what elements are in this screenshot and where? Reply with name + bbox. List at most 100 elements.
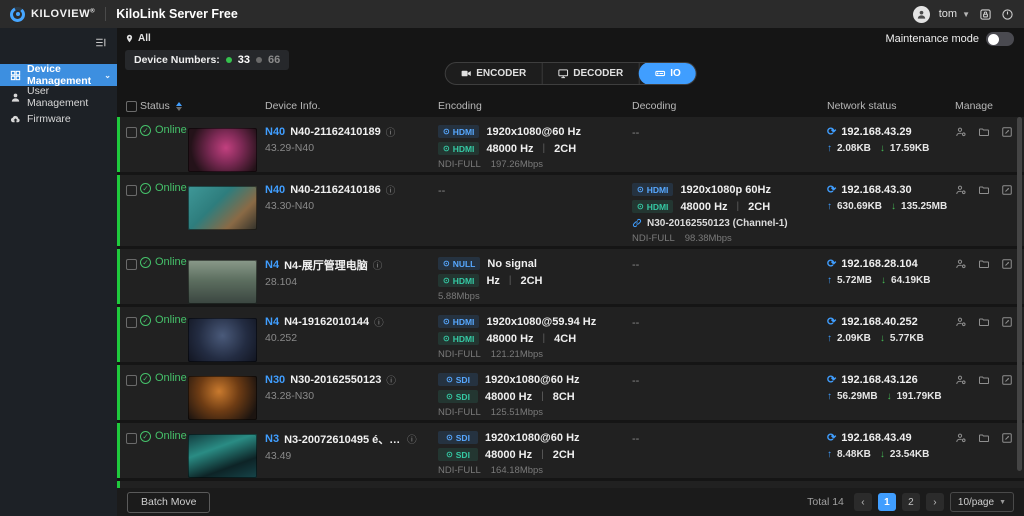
info-icon[interactable]: ⓘ: [385, 186, 396, 197]
row-checkbox[interactable]: [126, 375, 137, 386]
tab-label: IO: [670, 68, 681, 79]
io-value: 48000 Hz: [485, 448, 533, 461]
table-row[interactable]: ✓ Online N40 N40-21162410186 ⓘ 43.30-N40…: [117, 175, 1024, 246]
move-group-folder-icon[interactable]: [978, 258, 990, 270]
online-check-icon: ✓: [140, 314, 151, 326]
user-permission-icon[interactable]: [955, 258, 967, 270]
divider: |: [542, 333, 546, 344]
vertical-scrollbar[interactable]: [1017, 117, 1022, 486]
device-thumbnail[interactable]: [188, 318, 257, 362]
kiloview-logo-icon: [10, 6, 25, 22]
location-filter[interactable]: All: [125, 33, 151, 44]
device-model: N4: [265, 259, 280, 271]
hdmi-video-badge: ⊙ HDMI: [632, 183, 674, 196]
upload-arrow-icon: ↑: [827, 449, 832, 460]
move-group-folder-icon[interactable]: [978, 316, 990, 328]
row-checkbox[interactable]: [126, 433, 137, 444]
power-icon[interactable]: [1001, 8, 1014, 21]
signal-dot-icon: ⊙: [446, 432, 453, 442]
sync-icon: ⟳: [827, 374, 837, 386]
username-label[interactable]: tom: [938, 8, 958, 20]
device-ip: 192.168.28.104: [841, 257, 918, 270]
info-icon[interactable]: ⓘ: [372, 261, 383, 272]
device-thumbnail[interactable]: [188, 260, 257, 304]
io-value: 1920x1080@60 Hz: [485, 431, 580, 444]
info-icon[interactable]: ⓘ: [385, 128, 396, 139]
prev-page-button[interactable]: ‹: [853, 493, 872, 511]
page-button-1[interactable]: 1: [877, 493, 896, 511]
edit-log-icon[interactable]: [1001, 126, 1013, 138]
device-thumbnail[interactable]: [188, 128, 257, 172]
table-row[interactable]: ✓ Online N30 N30-20162550123 ⓘ 43.28-N30…: [117, 365, 1024, 420]
row-checkbox[interactable]: [126, 259, 137, 270]
device-name: N40-21162410186: [290, 184, 381, 196]
monitor-icon: [557, 69, 568, 79]
signal-dot-icon: ⊙: [446, 391, 453, 401]
select-all-checkbox[interactable]: [126, 100, 137, 112]
edit-log-icon[interactable]: [1001, 184, 1013, 196]
move-group-folder-icon[interactable]: [978, 374, 990, 386]
user-avatar[interactable]: [912, 5, 930, 23]
decoding-cell: --: [632, 117, 827, 141]
tab-decoder[interactable]: DECODER: [542, 63, 640, 84]
io-value: 2CH: [748, 200, 771, 213]
sync-icon: ⟳: [827, 316, 837, 328]
edit-log-icon[interactable]: [1001, 316, 1013, 328]
move-group-folder-icon[interactable]: [978, 126, 990, 138]
user-permission-icon[interactable]: [955, 432, 967, 444]
null-video-badge: ⊙ NULL: [438, 257, 481, 270]
table-row[interactable]: ✓ Online N4 N4-展厅管理电脑 ⓘ 28.104 ⊙ NULL No s…: [117, 249, 1024, 304]
maintenance-mode-toggle[interactable]: [986, 32, 1014, 46]
sidebar-item-label: User Management: [27, 85, 89, 109]
io-mode-tabs: ENCODER DECODER IO: [444, 62, 697, 85]
device-thumbnail[interactable]: [188, 376, 257, 420]
online-check-icon: ✓: [140, 182, 151, 194]
edit-log-icon[interactable]: [1001, 258, 1013, 270]
user-permission-icon[interactable]: [955, 184, 967, 196]
info-icon[interactable]: ⓘ: [386, 376, 396, 387]
online-dot-icon: [225, 57, 232, 63]
upload-value: 630.69KB: [837, 201, 883, 212]
table-row[interactable]: ✓ Online N40 N40-21162410189 ⓘ 43.29-N40…: [117, 117, 1024, 172]
move-group-folder-icon[interactable]: [978, 432, 990, 444]
device-address-label: 43.28-N30: [265, 390, 315, 402]
collapse-sidebar-icon[interactable]: [94, 36, 107, 54]
linked-channel[interactable]: N30-20162550123 (Channel-1): [632, 215, 827, 231]
batch-move-button[interactable]: Batch Move: [127, 491, 211, 513]
decoding-cell: --: [632, 307, 827, 331]
divider: [105, 7, 107, 21]
io-value: 4CH: [554, 332, 577, 345]
upload-value: 56.29MB: [837, 391, 878, 402]
encoding-cell: ⊙ HDMI 1920x1080@60 Hz ⊙ HDMI 48000 Hz | 2CH NDI…: [438, 117, 632, 172]
user-permission-icon[interactable]: [955, 316, 967, 328]
next-page-button[interactable]: ›: [925, 493, 944, 511]
table-row[interactable]: ✓ Online N4 N4-19162010144 ⓘ 40.252 ⊙ HDM…: [117, 307, 1024, 362]
scrollbar-thumb[interactable]: [1017, 117, 1022, 472]
info-icon[interactable]: ⓘ: [407, 435, 417, 446]
row-checkbox[interactable]: [126, 185, 137, 196]
user-menu-caret-icon[interactable]: ▼: [962, 9, 970, 19]
sidebar-item-user-management[interactable]: User Management: [0, 85, 117, 109]
table-row[interactable]: ✓ Online N3 N3-20072610495 é、à、è、ç ⓘ 43.…: [117, 423, 1024, 478]
sort-icon[interactable]: [175, 101, 182, 111]
user-permission-icon[interactable]: [955, 374, 967, 386]
info-icon[interactable]: ⓘ: [374, 318, 384, 329]
tab-encoder[interactable]: ENCODER: [445, 63, 543, 84]
edit-log-icon[interactable]: [1001, 432, 1013, 444]
page-size-select[interactable]: 10/page ▼: [949, 492, 1014, 512]
online-check-icon: ✓: [140, 124, 151, 136]
user-permission-icon[interactable]: [955, 126, 967, 138]
move-group-folder-icon[interactable]: [978, 184, 990, 196]
page-button-2[interactable]: 2: [901, 493, 920, 511]
device-ip: 192.168.43.49: [841, 431, 912, 444]
tab-io[interactable]: IO: [638, 63, 696, 84]
upload-arrow-icon: ↑: [827, 201, 832, 212]
device-thumbnail[interactable]: [188, 434, 257, 478]
edit-log-icon[interactable]: [1001, 374, 1013, 386]
sidebar-item-firmware[interactable]: Firmware: [0, 108, 117, 130]
row-checkbox[interactable]: [126, 127, 137, 138]
row-checkbox[interactable]: [126, 317, 137, 328]
sidebar-item-device-management[interactable]: Device Management ⌄: [0, 63, 117, 87]
license-lock-icon[interactable]: [979, 8, 992, 21]
device-thumbnail[interactable]: [188, 186, 257, 230]
